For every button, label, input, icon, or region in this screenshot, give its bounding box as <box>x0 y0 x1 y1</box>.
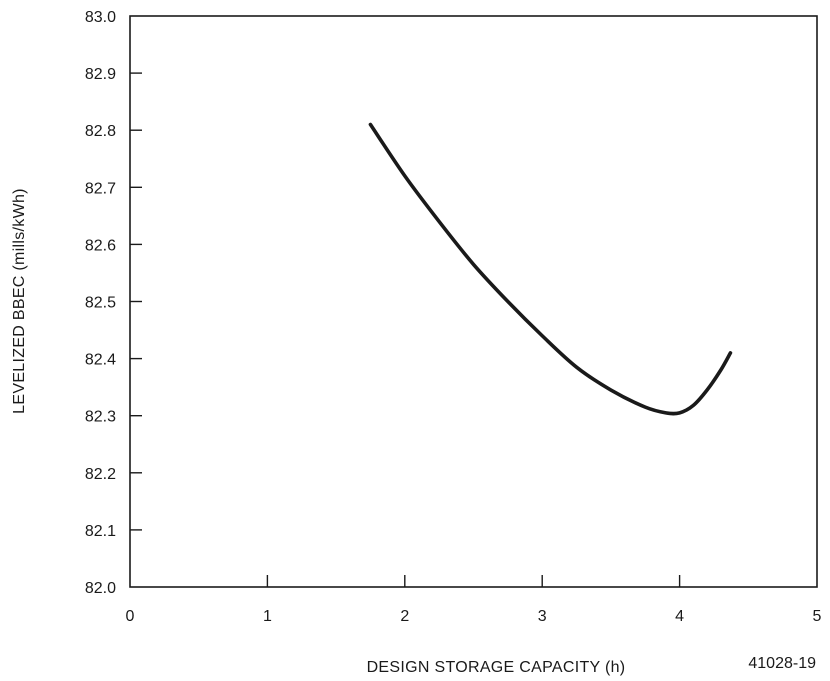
y-tick-label: 82.4 <box>85 352 116 369</box>
y-tick-label: 82.7 <box>85 180 116 197</box>
x-axis-ticks: 0 1 2 3 4 5 <box>126 575 822 625</box>
y-tick-label: 82.9 <box>85 66 116 83</box>
y-tick-label: 82.2 <box>85 466 116 483</box>
x-tick-label: 4 <box>675 608 684 625</box>
y-tick-label: 82.8 <box>85 123 116 140</box>
y-tick-label: 83.0 <box>85 9 116 26</box>
y-tick-label: 82.0 <box>85 580 116 597</box>
y-axis-title: LEVELIZED BBEC (mills/kWh) <box>11 188 28 414</box>
x-tick-label: 1 <box>263 608 272 625</box>
series-group <box>368 122 733 416</box>
plot-area-frame <box>129 15 818 588</box>
x-axis-title: DESIGN STORAGE CAPACITY (h) <box>367 659 626 676</box>
x-tick-label: 5 <box>813 608 822 625</box>
y-tick-label: 82.6 <box>85 237 116 254</box>
x-tick-label: 0 <box>126 608 135 625</box>
y-tick-label: 82.3 <box>85 409 116 426</box>
y-tick-label: 82.1 <box>85 523 116 540</box>
series-line <box>368 122 733 416</box>
x-tick-label: 2 <box>400 608 409 625</box>
y-axis-ticks: 82.0 82.1 82.2 82.3 82.4 82.5 82.6 82.7 82.8 82.9… <box>85 9 142 597</box>
y-tick-label: 82.5 <box>85 295 116 312</box>
x-tick-label: 3 <box>538 608 547 625</box>
figure-id-label: 41028-19 <box>748 655 816 672</box>
